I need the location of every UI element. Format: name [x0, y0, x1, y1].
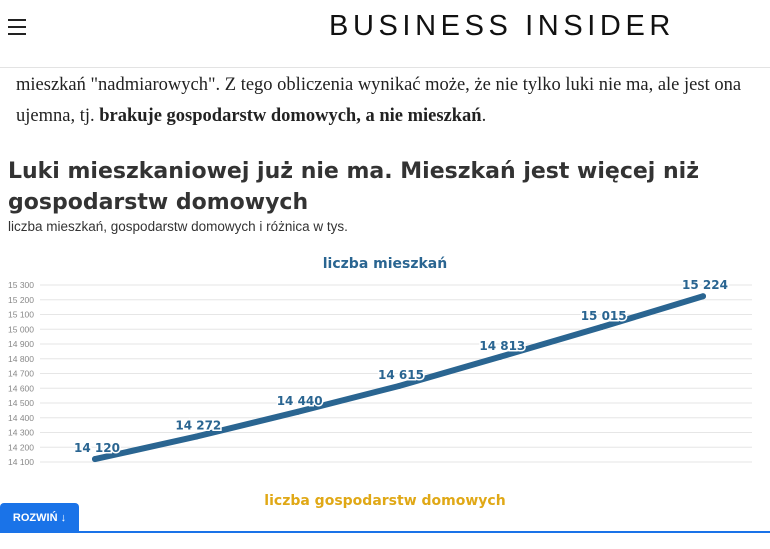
chart-bottom-border	[0, 531, 770, 533]
data-label: 14 813	[479, 339, 525, 353]
data-label: 15 224	[682, 278, 728, 292]
data-point[interactable]	[92, 456, 98, 463]
series-title-households: liczba gospodarstw domowych	[264, 493, 506, 509]
article-paragraph: mieszkań "nadmiarowych". Z tego obliczen…	[16, 70, 761, 132]
chart-title: Luki mieszkaniowej już nie ma. Mieszkań …	[8, 159, 700, 215]
hamburger-menu-icon[interactable]	[8, 19, 26, 35]
data-label: 14 440	[277, 394, 323, 408]
chart-subtitle: liczba mieszkań, gospodarstw domowych i …	[8, 219, 348, 234]
y-tick-label: 14 900	[8, 339, 34, 349]
y-tick-label: 14 200	[8, 442, 34, 452]
data-label: 14 272	[175, 419, 221, 433]
paragraph-bold-text: brakuje gospodarstw domowych, a nie mies…	[99, 106, 482, 126]
data-label: 14 120	[74, 441, 120, 455]
y-tick-label: 14 500	[8, 398, 34, 408]
series-title-flats: liczba mieszkań	[322, 256, 448, 272]
y-tick-label: 15 000	[8, 324, 34, 334]
expand-button[interactable]: ROZWIŃ ↓	[0, 503, 79, 533]
data-point[interactable]	[193, 433, 200, 440]
y-tick-label: 15 100	[8, 310, 34, 320]
y-tick-label: 14 300	[8, 428, 34, 438]
paragraph-text: mieszkań "nadmiarowych". Z tego obliczen…	[16, 75, 742, 126]
y-tick-label: 15 300	[8, 280, 34, 290]
data-point[interactable]	[700, 293, 706, 300]
data-label: 14 615	[378, 368, 424, 382]
data-label: 15 015	[581, 309, 627, 323]
data-point[interactable]	[497, 353, 504, 360]
data-point[interactable]	[598, 324, 605, 331]
y-tick-label: 14 100	[8, 457, 34, 467]
site-logo[interactable]: BUSINESS INSIDER	[329, 10, 675, 42]
y-tick-label: 15 200	[8, 295, 34, 305]
data-point[interactable]	[294, 408, 301, 415]
y-tick-label: 14 400	[8, 413, 34, 423]
paragraph-end: .	[481, 106, 487, 126]
y-tick-label: 14 600	[8, 383, 34, 393]
data-point[interactable]	[396, 383, 402, 390]
top-bar: BUSINESS INSIDER	[0, 0, 770, 68]
y-tick-label: 14 800	[8, 354, 34, 364]
y-tick-label: 14 700	[8, 369, 34, 379]
line-chart: 14 100 14 200 14 300 14 400 14 500 14 600 14 7…	[8, 277, 752, 467]
